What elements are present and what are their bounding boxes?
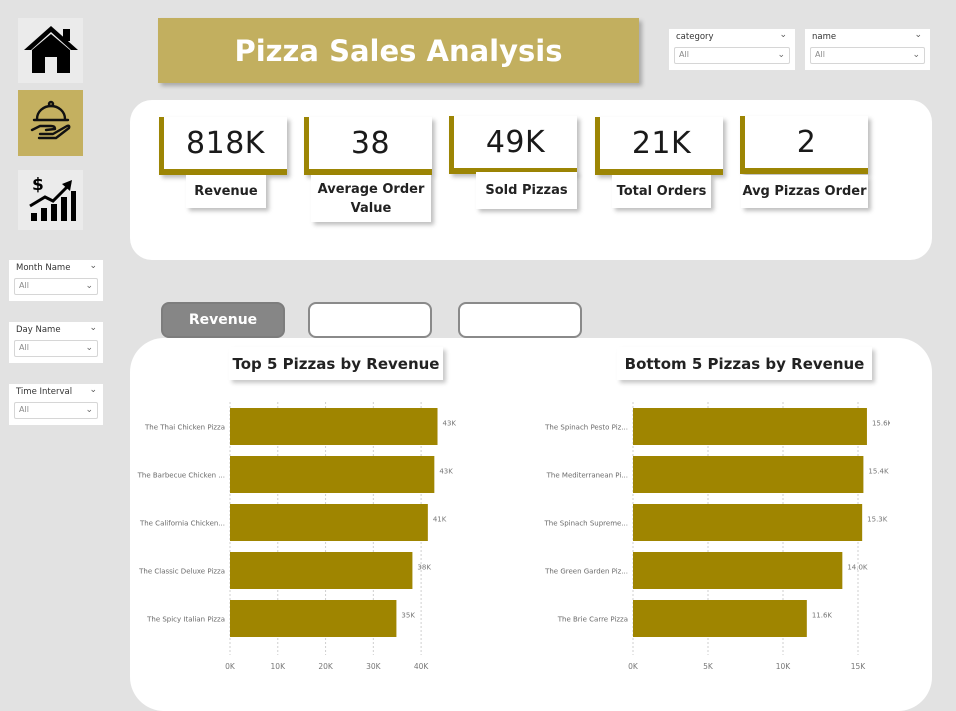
- x-tick-label: 10K: [776, 662, 792, 671]
- nav-pizza-button[interactable]: [18, 90, 83, 156]
- month-name-dropdown[interactable]: All ⌄: [14, 278, 98, 295]
- x-tick-label: 0K: [628, 662, 639, 671]
- data-label: 41K: [433, 516, 447, 524]
- top5-chart-title: Top 5 Pizzas by Revenue: [229, 347, 443, 380]
- kpi-value: 38: [309, 117, 432, 169]
- kpi-revenue-card: 818K: [159, 117, 287, 175]
- time-interval-dropdown[interactable]: All ⌄: [14, 402, 98, 419]
- kpi-value: 49K: [454, 116, 577, 168]
- kpi-value: 21K: [600, 117, 723, 169]
- sales-growth-icon: $: [25, 173, 77, 227]
- day-name-dropdown[interactable]: All ⌄: [14, 340, 98, 357]
- bar: [230, 600, 397, 637]
- slicer-value: All: [19, 405, 29, 414]
- tab-quantity[interactable]: Quantity: [308, 302, 432, 338]
- kpi-value: 818K: [164, 117, 287, 169]
- name-dropdown[interactable]: All ⌄: [810, 47, 925, 64]
- nav-sales-button[interactable]: $: [18, 170, 83, 230]
- category-label: The Spicy Italian Pizza: [146, 616, 225, 624]
- bar: [230, 552, 413, 589]
- category-dropdown[interactable]: All ⌄: [674, 47, 790, 64]
- kpi-sold-pizzas-card: 49K: [449, 116, 577, 174]
- bottom5-revenue-chart: 0K 5K 10K 15K 15.6K The Spinach Pesto Piz... 1…: [544, 402, 890, 671]
- kpi-label: Total Orders: [612, 175, 711, 208]
- category-label: The Spinach Supreme...: [544, 520, 628, 528]
- kpi-total-orders-card: 21K: [595, 117, 723, 175]
- category-slicer[interactable]: category ⌄ All ⌄: [669, 29, 795, 70]
- chevron-down-icon: ⌄: [85, 343, 93, 353]
- svg-text:$: $: [32, 175, 44, 195]
- kpi-avg-pizzas-order-card: 2: [740, 116, 868, 174]
- slicer-value: All: [19, 343, 29, 352]
- bar: [633, 600, 807, 637]
- kpi-label: Revenue: [186, 175, 266, 208]
- page-title: Pizza Sales Analysis: [158, 18, 639, 83]
- slicer-label: category: [676, 32, 714, 42]
- chevron-down-icon[interactable]: ⌄: [779, 30, 787, 40]
- bar: [633, 456, 864, 493]
- kpi-value: 2: [745, 116, 868, 168]
- slicer-value: All: [679, 50, 689, 59]
- chevron-down-icon: ⌄: [85, 405, 93, 415]
- data-label: 43K: [443, 420, 457, 428]
- x-tick-label: 0K: [225, 662, 236, 671]
- nav-home-button[interactable]: [18, 18, 83, 83]
- category-label: The Thai Chicken Pizza: [144, 424, 225, 432]
- bottom5-chart-title: Bottom 5 Pizzas by Revenue: [617, 347, 872, 380]
- data-label: 35K: [401, 612, 415, 620]
- category-label: The Barbecue Chicken ...: [137, 472, 225, 480]
- x-tick-label: 5K: [703, 662, 714, 671]
- slicer-label: Day Name: [16, 325, 61, 335]
- kpi-label: Sold Pizzas: [476, 172, 577, 209]
- home-icon: [22, 23, 80, 79]
- slicer-label: Month Name: [16, 263, 71, 273]
- x-tick-label: 30K: [366, 662, 382, 671]
- chevron-down-icon[interactable]: ⌄: [89, 261, 97, 271]
- bar: [230, 408, 438, 445]
- bar: [633, 552, 843, 589]
- slicer-value: All: [19, 281, 29, 290]
- category-label: The Brie Carre Pizza: [557, 616, 628, 624]
- bar: [633, 408, 867, 445]
- tab-revenue[interactable]: Revenue: [161, 302, 285, 338]
- kpi-average-order-value-card: 38: [304, 117, 432, 175]
- data-label: 15.3K: [867, 516, 888, 524]
- top5-revenue-chart: 0K 10K 20K 30K 40K 43K The Thai Chicken Pizza 4…: [137, 402, 457, 671]
- x-tick-label: 15K: [851, 662, 867, 671]
- category-label: The Spinach Pesto Piz...: [544, 424, 628, 432]
- category-label: The Green Garden Piz...: [544, 568, 628, 576]
- slicer-value: All: [815, 50, 825, 59]
- chevron-down-icon: ⌄: [777, 50, 785, 60]
- food-serving-icon: [29, 99, 73, 147]
- data-label: 14.0K: [847, 564, 868, 572]
- category-label: The Mediterranean Pi...: [546, 472, 628, 480]
- category-label: The Classic Deluxe Pizza: [138, 568, 225, 576]
- chevron-down-icon[interactable]: ⌄: [89, 385, 97, 395]
- x-tick-label: 20K: [318, 662, 334, 671]
- bar: [633, 504, 863, 541]
- data-label: 43K: [439, 468, 453, 476]
- kpi-label: Average Order Value: [311, 175, 431, 222]
- name-slicer[interactable]: name ⌄ All ⌄: [805, 29, 930, 70]
- day-name-slicer[interactable]: Day Name ⌄ All ⌄: [9, 322, 103, 363]
- x-tick-label: 10K: [271, 662, 287, 671]
- chevron-down-icon[interactable]: ⌄: [89, 323, 97, 333]
- chevron-down-icon: ⌄: [912, 50, 920, 60]
- slicer-label: name: [812, 32, 837, 42]
- bar: [230, 504, 428, 541]
- data-label: 11.6K: [812, 612, 833, 620]
- chevron-down-icon[interactable]: ⌄: [914, 30, 922, 40]
- chevron-down-icon: ⌄: [85, 281, 93, 291]
- data-label: 38K: [417, 564, 431, 572]
- data-label: 15.6K: [872, 420, 890, 428]
- time-interval-slicer[interactable]: Time Interval ⌄ All ⌄: [9, 384, 103, 425]
- month-name-slicer[interactable]: Month Name ⌄ All ⌄: [9, 260, 103, 301]
- tab-orders[interactable]: Orders: [458, 302, 582, 338]
- kpi-label: Avg Pizzas Order: [741, 175, 868, 208]
- bar: [230, 456, 435, 493]
- slicer-label: Time Interval: [16, 387, 73, 397]
- category-label: The California Chicken...: [139, 520, 225, 528]
- x-tick-label: 40K: [414, 662, 430, 671]
- data-label: 15.4K: [868, 468, 889, 476]
